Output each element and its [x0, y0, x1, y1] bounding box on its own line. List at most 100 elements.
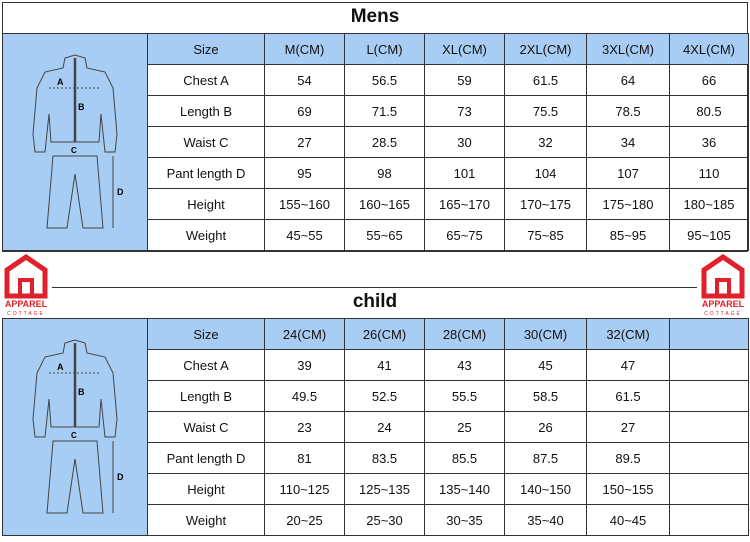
table-cell: 39	[264, 349, 345, 381]
table-cell: 28.5	[344, 126, 425, 158]
table-cell: 107	[586, 157, 670, 189]
table-cell: 27	[264, 126, 345, 158]
table-cell: 47	[586, 349, 670, 381]
table-cell: 49.5	[264, 380, 345, 412]
table-cell: 24	[344, 411, 425, 443]
table-row: Pant length D 81 83.5 85.5 87.5 89.5	[3, 442, 749, 474]
table-row: Weight 45~55 55~65 65~75 75~85 85~95 95~105	[3, 219, 749, 251]
table-row: Weight 20~25 25~30 30~35 35~40 40~45	[3, 504, 749, 536]
column-header: 2XL(CM)	[504, 33, 587, 65]
column-header: 26(CM)	[344, 318, 425, 350]
table-cell: 85.5	[424, 442, 505, 474]
svg-text:APPAREL: APPAREL	[5, 299, 48, 309]
table-cell: 95~105	[669, 219, 749, 251]
column-header: Size	[147, 33, 265, 65]
garment-diagram: A B C D	[2, 33, 148, 251]
column-header: 28(CM)	[424, 318, 505, 350]
tracksuit-diagram-icon: A B C D	[32, 54, 124, 229]
column-header: 3XL(CM)	[586, 33, 670, 65]
table-row: Chest A 39 41 43 45 47	[3, 349, 749, 381]
table-cell: 170~175	[504, 188, 587, 220]
column-header: L(CM)	[344, 33, 425, 65]
row-label: Height	[147, 473, 265, 505]
table-cell: 35~40	[504, 504, 587, 536]
label-a: A	[57, 77, 64, 87]
label-d: D	[117, 472, 124, 482]
table-row: Height 155~160 160~165 165~170 170~175 175~18…	[3, 188, 749, 220]
table-cell: 66	[669, 64, 749, 96]
column-header: XL(CM)	[424, 33, 505, 65]
table-row: Waist C 27 28.5 30 32 34 36	[3, 126, 749, 158]
table-cell: 34	[586, 126, 670, 158]
row-label: Waist C	[147, 411, 265, 443]
table-cell: 26	[504, 411, 587, 443]
child-table: A B C D Size 24(CM) 26(CM) 28(CM) 30(CM) 32(C…	[2, 318, 749, 536]
table-cell: 54	[264, 64, 345, 96]
table-cell: 95	[264, 157, 345, 189]
header-row: A B C D Size M(CM) L(CM) XL(CM) 2XL(CM) 3XL(C…	[2, 33, 749, 251]
table-cell: 85~95	[586, 219, 670, 251]
table-cell: 30~35	[424, 504, 505, 536]
table-cell	[669, 349, 749, 381]
label-d: D	[117, 187, 124, 197]
table-row: Length B 69 71.5 73 75.5 78.5 80.5	[3, 95, 749, 127]
svg-text:COTTAGE: COTTAGE	[704, 311, 742, 316]
mens-title: Mens	[350, 6, 400, 27]
table-cell: 64	[586, 64, 670, 96]
column-header: 4XL(CM)	[669, 33, 749, 65]
table-cell: 59	[424, 64, 505, 96]
column-header: M(CM)	[264, 33, 345, 65]
table-cell: 65~75	[424, 219, 505, 251]
table-cell: 83.5	[344, 442, 425, 474]
row-label: Chest A	[147, 349, 265, 381]
table-cell: 165~170	[424, 188, 505, 220]
table-cell	[669, 411, 749, 443]
header-row: A B C D Size 24(CM) 26(CM) 28(CM) 30(CM) 32(C…	[2, 318, 749, 536]
child-title: child	[352, 291, 398, 312]
table-cell	[669, 380, 749, 412]
label-b: B	[78, 102, 85, 112]
table-cell	[669, 504, 749, 536]
table-cell: 55.5	[424, 380, 505, 412]
row-label: Waist C	[147, 126, 265, 158]
table-cell: 175~180	[586, 188, 670, 220]
table-cell: 81	[264, 442, 345, 474]
column-header: 30(CM)	[504, 318, 587, 350]
table-cell: 36	[669, 126, 749, 158]
mens-table: A B C D Size M(CM) L(CM) XL(CM) 2XL(CM) 3XL(C…	[2, 33, 749, 251]
table-cell: 140~150	[504, 473, 587, 505]
table-cell: 45~55	[264, 219, 345, 251]
row-label: Weight	[147, 219, 265, 251]
column-header: 32(CM)	[586, 318, 670, 350]
table-cell: 71.5	[344, 95, 425, 127]
row-label: Length B	[147, 95, 265, 127]
row-label: Chest A	[147, 64, 265, 96]
table-cell: 155~160	[264, 188, 345, 220]
table-cell: 150~155	[586, 473, 670, 505]
table-row: Height 110~125 125~135 135~140 140~150 150~15…	[3, 473, 749, 505]
section-divider	[52, 287, 697, 288]
table-row: Waist C 23 24 25 26 27	[3, 411, 749, 443]
table-cell: 87.5	[504, 442, 587, 474]
column-header: 24(CM)	[264, 318, 345, 350]
table-row: Pant length D 95 98 101 104 107 110	[3, 157, 749, 189]
table-cell: 125~135	[344, 473, 425, 505]
table-cell: 55~65	[344, 219, 425, 251]
table-cell: 40~45	[586, 504, 670, 536]
table-cell: 73	[424, 95, 505, 127]
row-label: Pant length D	[147, 157, 265, 189]
row-label: Length B	[147, 380, 265, 412]
label-c: C	[71, 146, 77, 155]
table-cell	[669, 442, 749, 474]
table-cell: 45	[504, 349, 587, 381]
table-cell: 61.5	[586, 380, 670, 412]
table-cell: 69	[264, 95, 345, 127]
table-cell: 110~125	[264, 473, 345, 505]
garment-diagram: A B C D	[2, 318, 148, 536]
table-cell: 98	[344, 157, 425, 189]
row-label: Height	[147, 188, 265, 220]
table-cell: 25~30	[344, 504, 425, 536]
table-cell: 20~25	[264, 504, 345, 536]
table-cell: 80.5	[669, 95, 749, 127]
row-label: Weight	[147, 504, 265, 536]
